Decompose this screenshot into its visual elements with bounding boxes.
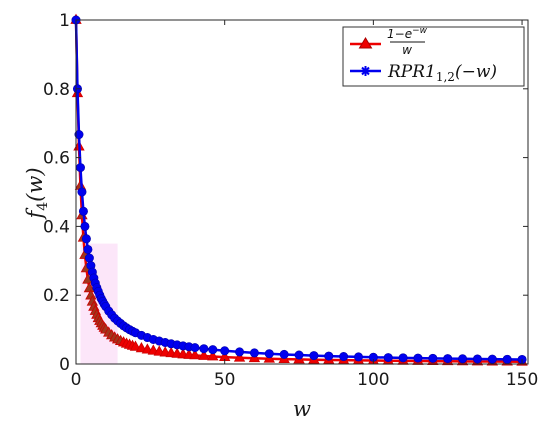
x-tick-label: 100 xyxy=(357,370,389,390)
data-point xyxy=(74,130,84,140)
y-axis-title-arg: (w) xyxy=(23,167,47,201)
x-tick-label: 150 xyxy=(506,370,538,390)
legend-box xyxy=(342,26,525,87)
data-point xyxy=(77,187,87,197)
legend-item-blue: RPR11,2(−w) xyxy=(350,62,497,84)
data-point xyxy=(428,353,438,363)
x-axis-title: w xyxy=(293,397,311,421)
data-point xyxy=(279,349,289,359)
y-tick-label: 0.8 xyxy=(43,80,70,100)
data-point xyxy=(189,349,201,360)
y-tick-label: 0.6 xyxy=(43,149,70,169)
data-point xyxy=(458,354,468,364)
data-point xyxy=(309,351,319,361)
y-axis-title-f: f xyxy=(23,208,47,221)
x-tick-label: 0 xyxy=(71,370,82,390)
data-point xyxy=(83,281,96,293)
legend-label-blue: RPR11,2(−w) xyxy=(387,62,497,84)
data-point xyxy=(502,354,512,364)
y-tick-label: 0.2 xyxy=(43,286,70,306)
data-point xyxy=(81,234,91,244)
data-point xyxy=(235,347,245,357)
axes-box xyxy=(75,19,529,365)
legend-marker-asterisk xyxy=(360,66,371,76)
data-point xyxy=(383,353,393,363)
data-point xyxy=(207,350,219,361)
data-point xyxy=(83,244,93,254)
data-point xyxy=(199,344,209,354)
data-point xyxy=(75,163,85,173)
series-blue xyxy=(71,15,527,364)
legend-label-red-denominator: w xyxy=(402,43,412,57)
legend-marker-triangle xyxy=(358,37,373,49)
data-point xyxy=(443,354,453,364)
data-point xyxy=(249,348,259,358)
legend: 1−e−w w RPR11,2(−w) xyxy=(342,26,525,87)
y-tick-label: 1 xyxy=(59,11,70,31)
data-point xyxy=(264,349,274,359)
data-point xyxy=(487,354,497,364)
data-point xyxy=(294,350,304,360)
y-tick-label: 0.4 xyxy=(43,217,70,237)
data-point xyxy=(220,346,230,356)
tick-labels: 0 50 100 150 0 0.2 0.4 0.6 0.8 1 xyxy=(43,11,538,390)
data-point xyxy=(129,340,142,351)
data-point xyxy=(339,352,349,362)
data-point xyxy=(80,221,90,231)
data-point xyxy=(413,353,423,363)
data-point xyxy=(78,206,88,216)
y-axis-title-sub: 4 xyxy=(35,202,51,211)
axes-layer xyxy=(75,19,529,365)
data-point xyxy=(353,352,363,362)
series-layer xyxy=(70,13,528,366)
data-point xyxy=(398,353,408,363)
data-point xyxy=(472,354,482,364)
y-tick-label: 0 xyxy=(59,355,70,375)
data-point xyxy=(198,349,210,360)
y-axis-title: f4(w) xyxy=(23,167,51,220)
data-point xyxy=(190,343,200,353)
x-tick-label: 50 xyxy=(214,370,236,390)
data-point xyxy=(84,253,94,263)
data-point xyxy=(208,345,218,355)
data-point xyxy=(324,351,334,361)
data-point xyxy=(233,351,246,362)
